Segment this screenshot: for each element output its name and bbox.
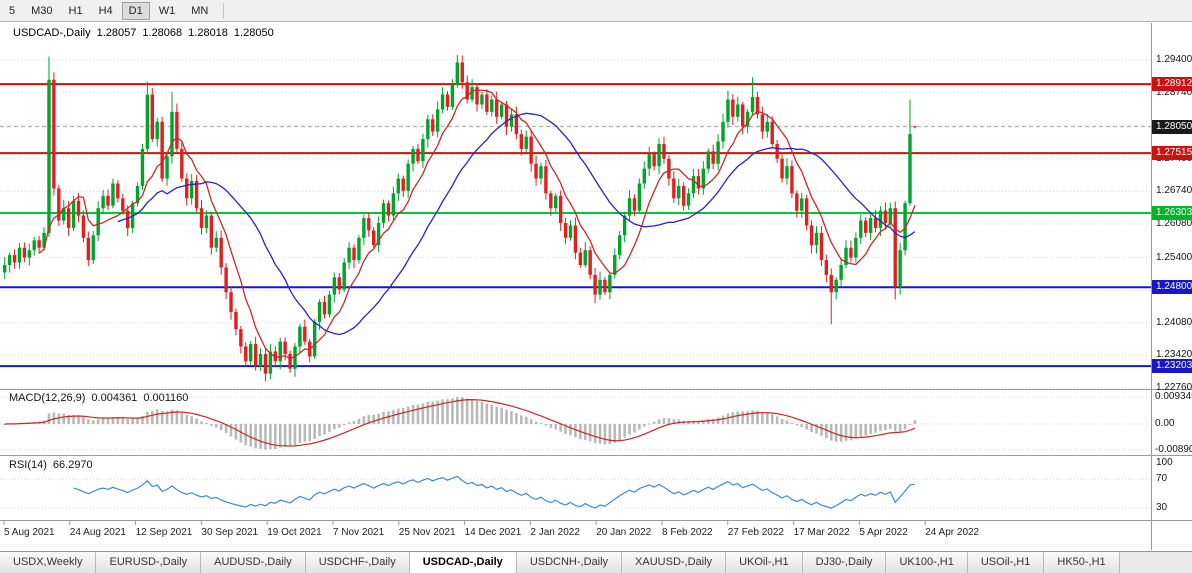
date-axis-label: 5 Apr 2022 — [859, 527, 908, 538]
timeframe-button-h4[interactable]: H4 — [98, 4, 113, 17]
chart-tab-usdcad-daily[interactable]: USDCAD-,Daily — [409, 552, 517, 573]
macd-axis-label: -0.008905 — [1155, 443, 1192, 455]
chart-tab-usdx-weekly[interactable]: USDX,Weekly — [0, 552, 97, 573]
date-axis-label: 19 Oct 2021 — [267, 527, 322, 538]
rsi-indicator-label: RSI(14) 66.2970 — [9, 459, 99, 471]
date-axis-label: 5 Aug 2021 — [4, 527, 55, 538]
rsi-panel[interactable] — [0, 456, 1151, 520]
price-axis-label: 1.28740 — [1156, 86, 1192, 98]
rsi-layer — [73, 475, 915, 509]
current-price-badge: 1.28050 — [1152, 119, 1192, 134]
price-axis-label: 1.26740 — [1156, 185, 1192, 197]
price-line-badge: 1.24800 — [1152, 280, 1192, 295]
chart-tab-dj30-daily[interactable]: DJ30-,Daily — [802, 552, 887, 573]
chart-tab-usdcnh-daily[interactable]: USDCNH-,Daily — [516, 552, 623, 573]
chart-tab-eurusd-daily[interactable]: EURUSD-,Daily — [96, 552, 202, 573]
ohlc-open: 1.28057 — [96, 27, 137, 39]
date-axis-label: 7 Nov 2021 — [333, 527, 385, 538]
timeframe-button-5[interactable]: 5 — [9, 4, 16, 17]
price-line-badge: 1.26303 — [1152, 205, 1192, 220]
price-axis-label: 1.24080 — [1156, 316, 1192, 328]
ohlc-close: 1.28050 — [233, 27, 274, 39]
rsi-axis-label: 70 — [1156, 473, 1168, 484]
chart-tab-usdchf-daily[interactable]: USDCHF-,Daily — [305, 552, 410, 573]
rsi-axis-label: 100 — [1156, 457, 1173, 468]
toolbar-separator — [223, 3, 225, 18]
timeframe-button-mn[interactable]: MN — [191, 4, 209, 17]
macd-name: MACD(12,26,9) — [9, 392, 86, 404]
date-axis-label: 20 Jan 2022 — [596, 527, 652, 538]
date-axis-label: 24 Aug 2021 — [69, 527, 126, 538]
date-axis-label: 8 Feb 2022 — [662, 527, 713, 538]
macd-layer — [3, 397, 917, 450]
price-line-badge: 1.28912 — [1152, 77, 1192, 92]
chart-ohlc-readout: USDCAD-,Daily 1.28057 1.28068 1.28018 1.2805… — [13, 27, 280, 39]
rsi-axis-label: 30 — [1156, 501, 1168, 513]
macd-signal-value: 0.001160 — [143, 392, 189, 404]
macd-indicator-label: MACD(12,26,9) 0.004361 0.001160 — [9, 392, 194, 404]
date-axis-label: 24 Apr 2022 — [925, 527, 980, 538]
macd-axis-label: 0.009345 — [1155, 391, 1192, 402]
date-axis-label: 25 Nov 2021 — [398, 527, 456, 538]
date-axis-label: 14 Dec 2021 — [464, 527, 522, 538]
candlestick-layer — [3, 55, 917, 382]
timeframe-button-h1[interactable]: H1 — [68, 4, 83, 17]
macd-main-value: 0.004361 — [91, 392, 138, 404]
price-line-badge: 1.27515 — [1152, 146, 1192, 161]
rsi-name: RSI(14) — [9, 459, 47, 471]
ohlc-high: 1.28068 — [142, 27, 183, 39]
date-axis-label: 2 Jan 2022 — [530, 527, 580, 538]
macd-axis-label: 0.00 — [1155, 418, 1175, 429]
date-axis-label: 17 Mar 2022 — [793, 527, 850, 538]
price-line-badge: 1.23203 — [1152, 359, 1192, 374]
chart-tab-hk50-h1[interactable]: HK50-,H1 — [1044, 552, 1120, 573]
chart-tab-xauusd-daily[interactable]: XAUUSD-,Daily — [622, 552, 727, 573]
price-axis-label: 1.22760 — [1156, 382, 1192, 393]
timeframe-button-w1[interactable]: W1 — [158, 4, 176, 17]
chart-symbol-label: USDCAD-,Daily — [13, 27, 91, 39]
chart-tab-audusd-daily[interactable]: AUDUSD-,Daily — [201, 552, 306, 573]
chart-tab-ukoil-h1[interactable]: UKOil-,H1 — [726, 552, 803, 573]
price-chart-panel[interactable] — [0, 23, 1151, 389]
price-axis-label: 1.29400 — [1156, 54, 1192, 65]
date-axis-label: 12 Sep 2021 — [135, 527, 193, 538]
price-axis-label: 1.26080 — [1156, 218, 1192, 229]
date-axis-label: 27 Feb 2022 — [727, 527, 784, 538]
timeframe-button-d1[interactable]: D1 — [121, 1, 150, 20]
price-axis-label: 1.25400 — [1156, 251, 1192, 263]
frame-layer — [0, 23, 1192, 550]
ohlc-low: 1.28018 — [188, 27, 228, 39]
rsi-value: 66.2970 — [52, 459, 93, 471]
symbol-tabbar: USDX,Weekly EURUSD-,Daily AUDUSD-,Daily USD… — [0, 551, 1192, 573]
chart-tab-usoil-h1[interactable]: USOil-,H1 — [967, 552, 1045, 573]
date-axis-label: 30 Sep 2021 — [201, 527, 259, 538]
timeframe-toolbar: 5 M30 H1 H4 D1 W1 MN — [0, 0, 1192, 22]
timeframe-button-m30[interactable]: M30 — [31, 4, 53, 17]
chart-tab-uk100-h1[interactable]: UK100-,H1 — [886, 552, 968, 573]
price-axis-label: 1.23420 — [1156, 349, 1192, 361]
